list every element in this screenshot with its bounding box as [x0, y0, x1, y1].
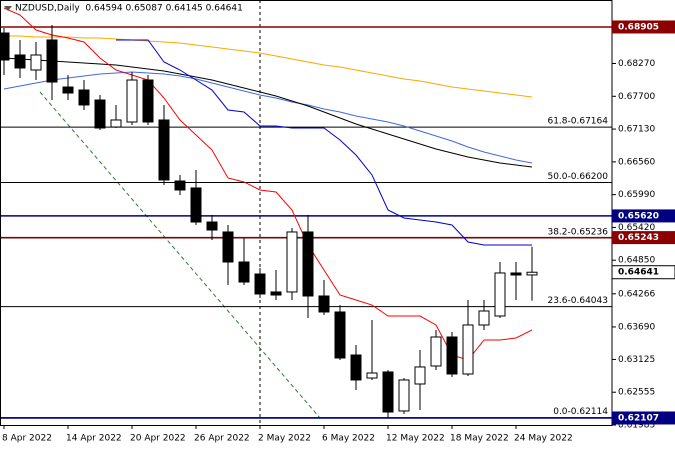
fib-label: 0.0-0.62114	[553, 407, 608, 417]
y-tick-label: 0.63690	[618, 322, 655, 332]
plot-area: 61.8-0.67164 50.0-0.66200 38.2-0.65236 23.6…	[0, 0, 612, 425]
trend-line	[39, 91, 321, 419]
indicator-line	[116, 39, 532, 246]
fib-label: 23.6-0.64043	[547, 296, 608, 306]
candle-body	[222, 231, 234, 263]
candle-body	[446, 336, 458, 375]
chart-title: NZDUSD,Daily 0.64594 0.65087 0.64145 0.6…	[15, 4, 243, 14]
x-tick-label: 20 Apr 2022	[130, 434, 186, 444]
candle-body	[94, 99, 106, 129]
candle-body	[350, 354, 362, 381]
x-tick-label: 12 May 2022	[386, 434, 445, 444]
candle-body	[526, 271, 538, 276]
price-label-box	[612, 209, 675, 223]
price-label-box	[612, 231, 675, 245]
price-label-box	[612, 411, 675, 425]
y-tick-label: 0.66560	[618, 157, 655, 167]
candle-body	[142, 79, 154, 123]
candle-body	[318, 295, 330, 313]
candle-body	[414, 366, 426, 385]
candle-body	[110, 119, 122, 128]
x-tick-label: 18 May 2022	[450, 434, 509, 444]
candle-body	[190, 187, 202, 223]
candle-body	[174, 180, 186, 191]
y-tick-label: 0.67700	[618, 92, 655, 102]
candle-body	[158, 119, 170, 181]
candle-body	[398, 379, 410, 412]
x-tick-label: 24 May 2022	[514, 434, 573, 444]
fib-label: 50.0-0.66200	[547, 172, 608, 182]
indicator-line	[3, 71, 533, 164]
candle-body	[286, 231, 298, 293]
price-label: 0.65243	[618, 233, 659, 243]
y-tick-label: 0.67130	[618, 125, 655, 135]
x-tick-label: 2 May 2022	[258, 434, 311, 444]
candle-body	[126, 79, 138, 123]
candle-body	[334, 311, 346, 359]
x-tick-label: 14 Apr 2022	[66, 434, 122, 444]
candle-body	[62, 86, 74, 94]
indicator-line	[4, 35, 533, 98]
candle-body	[510, 272, 522, 276]
y-tick-label: 0.63125	[618, 355, 655, 365]
y-tick-label: 0.61985	[618, 421, 655, 431]
candle-body	[382, 371, 394, 413]
candle-body	[430, 336, 442, 367]
y-tick-label: 0.64850	[618, 256, 655, 266]
indicator-line	[3, 7, 533, 361]
indicator-line	[3, 57, 533, 168]
candle-body	[462, 324, 474, 375]
candle-body	[14, 54, 26, 69]
fib-label: 38.2-0.65236	[547, 228, 608, 238]
price-label: 0.62107	[618, 413, 659, 423]
candle-body	[78, 89, 90, 106]
candle-body	[478, 310, 490, 326]
candle-body	[0, 32, 10, 61]
y-tick-label: 0.64266	[618, 289, 655, 299]
candle-body	[206, 221, 218, 231]
candle-body	[366, 372, 378, 379]
y-tick-label: 0.65990	[618, 190, 655, 200]
candle-body	[30, 54, 42, 71]
x-tick-label: 6 May 2022	[322, 434, 375, 444]
candle-body	[254, 273, 266, 295]
fib-label: 61.8-0.67164	[547, 117, 608, 127]
x-tick-label: 8 Apr 2022	[2, 434, 52, 444]
candle-body	[494, 272, 506, 317]
candle-body	[302, 231, 314, 297]
current-price-box	[611, 265, 675, 280]
candle-body	[46, 39, 58, 83]
current-price-label: 0.64641	[618, 268, 659, 278]
candle-body	[238, 261, 250, 283]
x-tick-label: 26 Apr 2022	[194, 434, 250, 444]
price-label: 0.68905	[618, 22, 659, 32]
candle-body	[270, 291, 282, 296]
y-tick-label: 0.65420	[618, 223, 655, 233]
y-tick-label: 0.62555	[618, 388, 655, 398]
price-label: 0.65620	[618, 211, 659, 221]
price-label-box	[612, 20, 675, 34]
y-tick-label: 0.68270	[618, 59, 655, 69]
symbol-icon	[4, 6, 12, 11]
